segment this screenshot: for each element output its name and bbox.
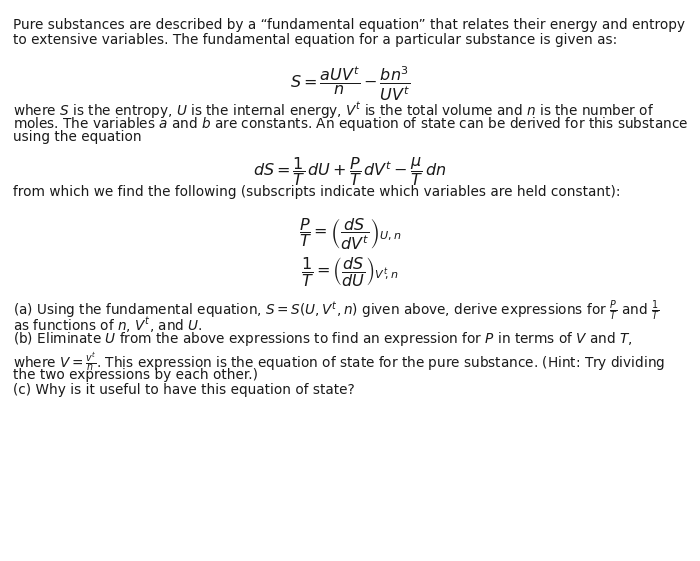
Text: (a) Using the fundamental equation, $S = S(U, V^t, n)$ given above, derive expre: (a) Using the fundamental equation, $S =…: [13, 298, 659, 323]
Text: $\dfrac{P}{T} = \left(\dfrac{dS}{dV^t}\right)_{U,n}$: $\dfrac{P}{T} = \left(\dfrac{dS}{dV^t}\r…: [299, 217, 401, 252]
Text: (c) Why is it useful to have this equation of state?: (c) Why is it useful to have this equati…: [13, 383, 354, 397]
Text: $\dfrac{1}{T} = \left(\dfrac{dS}{dU}\right)_{V^t\!,n}$: $\dfrac{1}{T} = \left(\dfrac{dS}{dU}\rig…: [301, 255, 399, 288]
Text: $dS = \dfrac{1}{T}\,dU + \dfrac{P}{T}\,dV^t - \dfrac{\mu}{T}\,dn$: $dS = \dfrac{1}{T}\,dU + \dfrac{P}{T}\,d…: [253, 155, 447, 188]
Text: Pure substances are described by a “fundamental equation” that relates their ene: Pure substances are described by a “fund…: [13, 18, 685, 32]
Text: where $V = \frac{v^t}{n}$. This expression is the equation of state for the pure: where $V = \frac{v^t}{n}$. This expressi…: [13, 351, 665, 374]
Text: the two expressions by each other.): the two expressions by each other.): [13, 368, 258, 382]
Text: as functions of $n$, $V^t$, and $U$.: as functions of $n$, $V^t$, and $U$.: [13, 316, 202, 335]
Text: using the equation: using the equation: [13, 130, 141, 144]
Text: to extensive variables. The fundamental equation for a particular substance is g: to extensive variables. The fundamental …: [13, 33, 617, 47]
Text: (b) Eliminate $U$ from the above expressions to find an expression for $P$ in te: (b) Eliminate $U$ from the above express…: [13, 330, 632, 348]
Text: moles. The variables $a$ and $b$ are constants. An equation of state can be deri: moles. The variables $a$ and $b$ are con…: [13, 115, 688, 133]
Text: from which we find the following (subscripts indicate which variables are held c: from which we find the following (subscr…: [13, 185, 620, 199]
Text: $S = \dfrac{aUV^t}{n} - \dfrac{bn^3}{UV^t}$: $S = \dfrac{aUV^t}{n} - \dfrac{bn^3}{UV^…: [290, 65, 410, 103]
Text: where $S$ is the entropy, $U$ is the internal energy, $V^t$ is the total volume : where $S$ is the entropy, $U$ is the int…: [13, 100, 654, 121]
